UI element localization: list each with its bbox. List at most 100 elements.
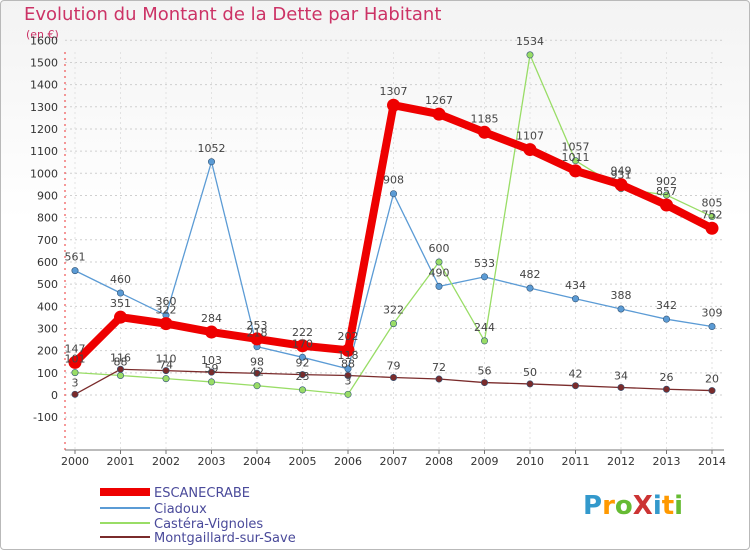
data-point	[569, 164, 582, 178]
data-label: 170	[292, 337, 313, 350]
data-label: 482	[520, 268, 541, 281]
x-tick-label: 2005	[289, 455, 317, 468]
legend-label: Castéra-Vignoles	[154, 517, 263, 532]
data-label: 20	[705, 373, 719, 386]
x-tick-label: 2012	[607, 455, 635, 468]
data-point	[117, 365, 125, 373]
x-tick-label: 2001	[107, 455, 135, 468]
y-tick-label: 700	[37, 234, 58, 247]
legend-label: ESCANECRABE	[154, 486, 250, 501]
data-point	[435, 375, 443, 383]
x-tick-label: 2002	[152, 455, 180, 468]
data-point	[253, 369, 261, 377]
x-tick-label: 2008	[425, 455, 453, 468]
legend-label: Ciadoux	[154, 502, 207, 517]
data-label: 110	[156, 353, 177, 366]
data-point	[298, 371, 306, 379]
data-point	[662, 385, 670, 393]
data-point	[298, 353, 306, 361]
data-point	[614, 178, 628, 192]
data-point	[389, 190, 397, 198]
data-label: 72	[432, 361, 446, 374]
data-point	[208, 158, 216, 166]
data-point	[662, 315, 670, 323]
data-point	[208, 378, 216, 386]
data-label: 88	[114, 355, 128, 368]
y-tick-label: 1100	[30, 145, 58, 158]
legend-label: Montgaillard-sur-Save	[154, 531, 296, 546]
data-label: 116	[110, 351, 131, 364]
y-tick-label: 500	[37, 278, 58, 291]
data-label: 202	[338, 330, 359, 343]
data-label: 342	[656, 299, 677, 312]
data-label: 600	[429, 242, 450, 255]
data-point	[71, 267, 79, 275]
data-point	[208, 368, 216, 376]
data-label: 253	[247, 319, 268, 332]
data-label: 98	[250, 355, 264, 368]
data-label: 1267	[425, 94, 453, 107]
data-point	[708, 322, 716, 330]
data-label: 42	[250, 366, 264, 379]
data-point	[253, 382, 261, 390]
data-point	[205, 325, 218, 339]
chart-title: Evolution du Montant de la Dette par Hab…	[24, 4, 442, 25]
data-label: 34	[614, 369, 628, 382]
x-tick-label: 2004	[243, 455, 271, 468]
data-point	[571, 157, 579, 165]
data-label: 360	[156, 295, 177, 308]
data-label: 3	[345, 374, 352, 387]
proxiti-logo: ProXiti	[583, 491, 683, 521]
data-label: 92	[296, 357, 310, 370]
y-tick-label: 1400	[30, 79, 58, 92]
y-tick-label: 1000	[30, 167, 58, 180]
data-point	[117, 371, 125, 379]
data-point	[571, 295, 579, 303]
data-point	[478, 125, 491, 139]
x-tick-label: 2006	[334, 455, 362, 468]
data-label: 322	[156, 304, 177, 317]
data-point	[389, 320, 397, 328]
data-label: 1307	[380, 85, 408, 98]
data-point	[480, 337, 488, 345]
x-tick-label: 2003	[198, 455, 226, 468]
y-tick-label: 1300	[30, 101, 58, 114]
y-tick-label: -100	[33, 411, 58, 424]
x-tick-label: 2014	[698, 455, 726, 468]
data-point	[250, 332, 264, 346]
data-label: 857	[656, 185, 677, 198]
data-label: 222	[292, 326, 313, 339]
data-point	[68, 355, 82, 369]
data-label: 147	[65, 342, 86, 355]
data-point	[526, 284, 534, 292]
data-point	[162, 367, 170, 375]
data-label: 3	[72, 376, 79, 389]
y-tick-label: 100	[37, 367, 58, 380]
y-tick-label: 800	[37, 212, 58, 225]
data-label: 460	[110, 273, 131, 286]
logo-letter: i	[652, 491, 662, 521]
data-label: 50	[523, 366, 537, 379]
x-tick-label: 2011	[562, 455, 590, 468]
data-label: 23	[296, 370, 310, 383]
data-label: 805	[702, 197, 723, 210]
data-point	[435, 258, 443, 266]
data-point	[523, 143, 537, 157]
y-tick-label: 1200	[30, 123, 58, 136]
logo-letter: r	[602, 491, 615, 521]
data-label: 101	[65, 353, 86, 366]
data-point	[660, 198, 673, 212]
data-label: 284	[201, 312, 222, 325]
logo-letter: t	[661, 491, 675, 521]
data-label: 351	[110, 297, 131, 310]
data-label: 103	[201, 354, 222, 367]
data-point	[705, 221, 719, 235]
data-point	[708, 387, 716, 395]
y-tick-label: 400	[37, 300, 58, 313]
data-point	[526, 51, 534, 59]
x-tick-label: 2009	[471, 455, 499, 468]
data-point	[159, 317, 173, 331]
data-label: 79	[387, 359, 401, 372]
data-point	[708, 213, 716, 221]
y-tick-label: 900	[37, 189, 58, 202]
